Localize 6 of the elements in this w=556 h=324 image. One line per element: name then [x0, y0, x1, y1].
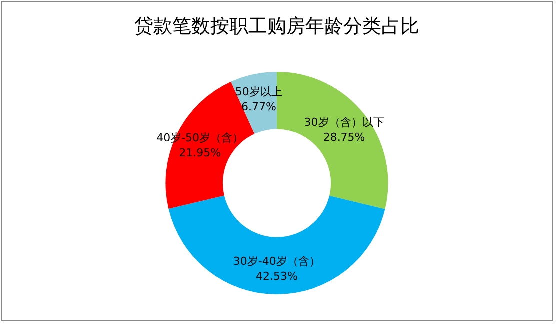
- data-label: 42.53%: [256, 270, 298, 283]
- data-label: 28.75%: [323, 131, 366, 144]
- data-label: 21.95%: [179, 146, 222, 160]
- chart-title: 贷款笔数按职工购房年龄分类占比: [134, 16, 420, 38]
- data-label: 6.77%: [241, 100, 276, 114]
- slice-label: 30岁-40岁（含）: [233, 254, 320, 268]
